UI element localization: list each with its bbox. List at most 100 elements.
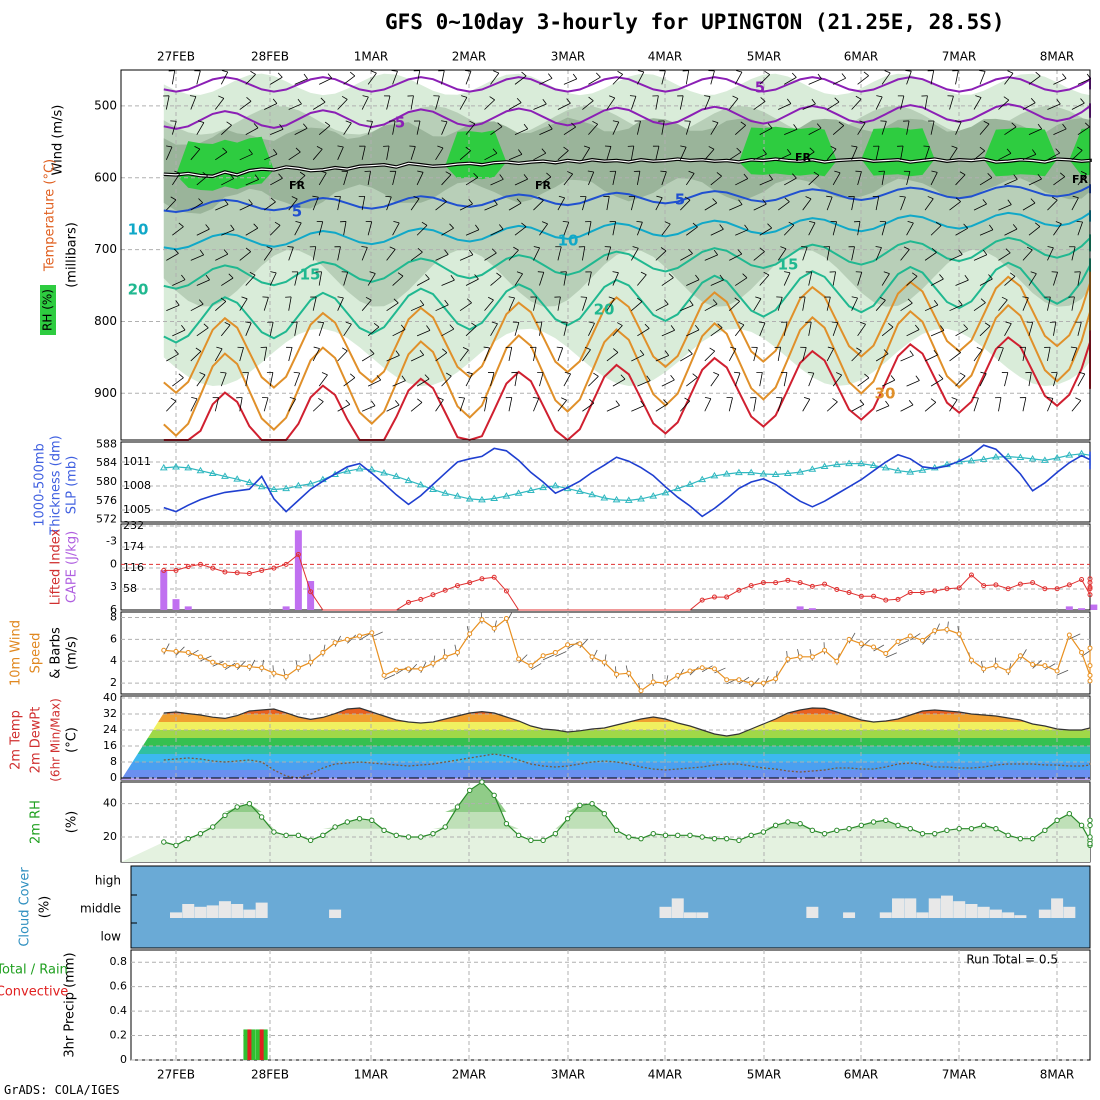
- wind-barb: [563, 271, 567, 286]
- wind-barb: [392, 329, 406, 337]
- wind-barb-flag: [767, 123, 773, 129]
- rh2m-marker: [381, 827, 387, 834]
- wind-barb: [588, 171, 595, 186]
- wind-barb: [539, 128, 553, 136]
- wind-barb: [679, 146, 687, 160]
- wind-barb: [973, 150, 985, 161]
- wind-barb-flag: [851, 145, 858, 148]
- thickness-marker: [820, 462, 829, 469]
- date-label-bottom: 8MAR: [1040, 1068, 1075, 1082]
- wind-barb-flag: [246, 97, 252, 102]
- wind-barb-flag: [811, 98, 816, 105]
- thickness-marker: [710, 471, 719, 479]
- wind-barb: [832, 374, 842, 387]
- wind-speed-marker: [663, 680, 668, 686]
- wind-barb-flag: [851, 296, 858, 299]
- wind-barb-flag: [640, 400, 645, 406]
- wind-barb: [998, 252, 1011, 261]
- wind-barb: [490, 72, 500, 85]
- wind-barb: [557, 400, 567, 412]
- wind-barb: [900, 355, 914, 362]
- lifted-index-marker: [1066, 582, 1072, 588]
- wind-barb: [214, 98, 225, 110]
- wind-barb: [777, 397, 783, 412]
- wind-barb: [857, 272, 863, 286]
- thickness-marker: [539, 483, 548, 491]
- rh2m-marker: [197, 830, 204, 837]
- wind-barb: [312, 101, 326, 110]
- wind-barb-flag: [541, 148, 547, 154]
- wind-barb-flag: [592, 120, 598, 125]
- wind-barb: [704, 398, 712, 412]
- wind-barb: [753, 153, 767, 161]
- wind-barb: [881, 326, 894, 337]
- wind-barb-flag: [1037, 174, 1042, 180]
- wind-barb: [337, 146, 344, 160]
- rh2m-marker: [736, 837, 742, 844]
- thickness-marker: [429, 485, 437, 493]
- wind-speed-marker: [1066, 632, 1072, 638]
- wind-barb: [949, 304, 963, 312]
- wind-barb: [190, 96, 197, 110]
- label-2m-rh: 2m RH: [29, 800, 44, 844]
- date-label-top: 3MAR: [551, 50, 586, 64]
- wind-speed-marker: [1054, 668, 1060, 674]
- wind-barb-flag: [738, 321, 745, 326]
- wind-barb-flag: [788, 221, 795, 226]
- lifted-index-marker: [699, 597, 705, 603]
- wind-barb-flag: [303, 73, 308, 80]
- wind-barb: [857, 75, 869, 85]
- wind-barb-flag: [313, 346, 320, 349]
- wind-barb: [900, 249, 910, 261]
- wind-barb: [808, 127, 822, 136]
- wind-barb-flag: [931, 170, 938, 173]
- wind-barb: [557, 102, 571, 110]
- cloud-middle-bar: [928, 898, 941, 918]
- wind-barb-flag: [1001, 296, 1008, 301]
- wind-barb-flag: [401, 375, 406, 381]
- wind-barb: [312, 296, 317, 311]
- wind-barb: [661, 223, 671, 236]
- wind-speed-marker: [406, 666, 412, 672]
- wind-barb: [875, 96, 883, 110]
- wind-barb: [484, 397, 488, 412]
- wind-speed-marker: [650, 679, 656, 685]
- wind-barb: [508, 249, 519, 261]
- wind10m-barb: [236, 660, 246, 670]
- wind-barb-flag: [583, 145, 590, 149]
- lifted-index-marker: [467, 580, 473, 586]
- thickness-marker: [869, 461, 878, 469]
- lifted-index-marker: [246, 570, 252, 576]
- wind-barb-flag: [174, 170, 181, 174]
- wind-speed-marker: [614, 671, 620, 677]
- wind-barb-flag: [884, 70, 891, 74]
- wind-barb: [533, 200, 544, 211]
- rh2m-tick-label: 40: [103, 797, 117, 810]
- label-total-rain: Total / Rain: [0, 963, 68, 978]
- rh2m-marker: [295, 832, 302, 839]
- wind-speed-marker: [601, 659, 607, 665]
- wind-barb: [416, 278, 430, 286]
- wind-barb-flag: [931, 248, 937, 253]
- wind-barb-flag: [841, 73, 847, 79]
- wind-barb: [465, 123, 476, 135]
- rh2m-marker: [173, 842, 179, 849]
- wind-barb: [851, 196, 855, 211]
- wind-barb: [777, 297, 783, 311]
- rh2m-marker: [956, 825, 962, 832]
- wind-barb: [710, 175, 722, 186]
- wind-barb: [753, 298, 762, 311]
- wind-barb: [655, 146, 660, 160]
- wind-barb: [1071, 197, 1079, 211]
- wind-barb: [171, 121, 177, 135]
- wind-barb: [630, 196, 636, 211]
- wind10m-barb: [347, 634, 357, 644]
- wind-barb: [1071, 296, 1075, 311]
- wind-barb-flag: [562, 220, 569, 223]
- wind-barb-flag: [475, 224, 480, 230]
- contour-label: 30: [875, 385, 896, 403]
- wind-barb-flag: [719, 274, 724, 281]
- date-label-bottom: 7MAR: [942, 1068, 977, 1082]
- wind-speed-marker: [589, 654, 595, 660]
- wind-barb-flag: [223, 249, 229, 255]
